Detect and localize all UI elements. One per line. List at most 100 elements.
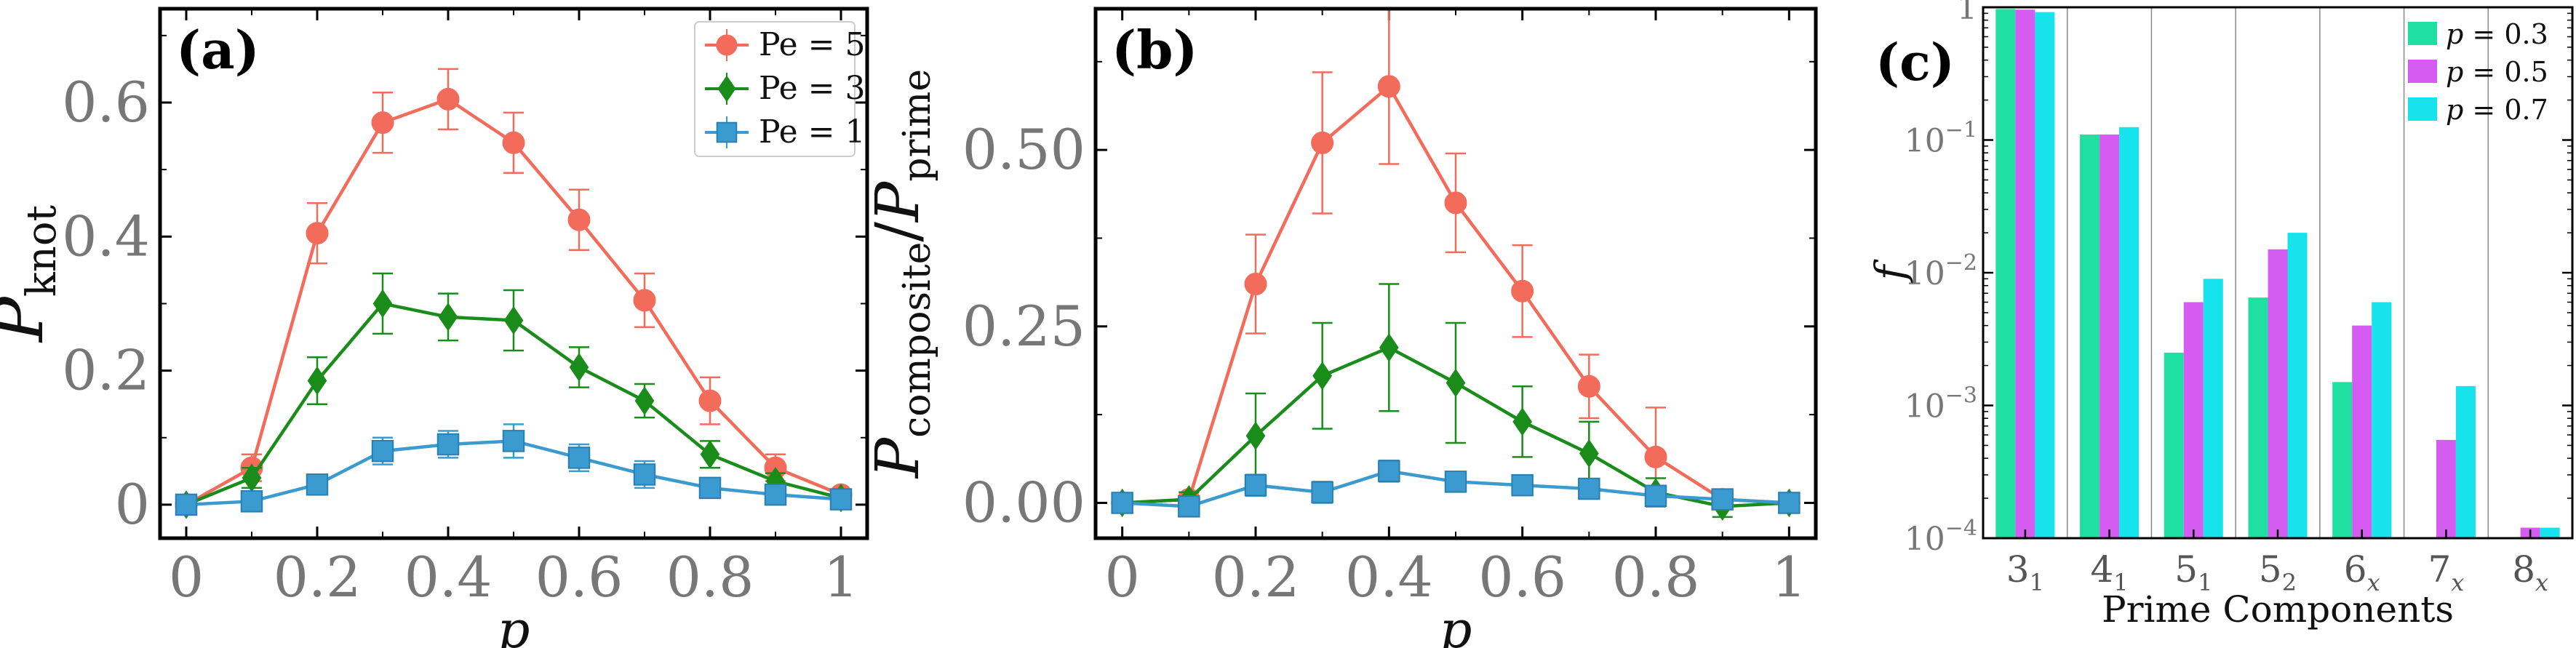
legend: Pe = 5 Pe = 3 Pe = 1: [694, 21, 866, 157]
x-tick-label: 41: [2090, 548, 2128, 596]
legend-label-val: = 0.7: [2463, 94, 2548, 126]
x-tick-label-main: 5: [2259, 548, 2282, 591]
y-tick-label: 0.4: [62, 204, 150, 268]
data-point: [306, 473, 329, 496]
x-tick-label-sub: x: [2451, 569, 2464, 596]
data-point: [1579, 439, 1599, 468]
y-tick-label-exp: −3: [1945, 383, 1977, 409]
x-tick-label-main: 7: [2428, 548, 2451, 591]
bar: [2080, 134, 2100, 539]
x-tick-label: 0.8: [1612, 545, 1700, 609]
ticks: 0 0.2 0.4 0.6 0.8 1 0 0.2 0.4 0.6: [62, 9, 867, 609]
bar: [2203, 279, 2223, 538]
x-tick-label: 0.8: [666, 545, 754, 609]
y-tick-label: 0.50: [962, 117, 1085, 182]
x-tick-label: 0.4: [1345, 545, 1433, 609]
legend-label-var: p: [2446, 18, 2463, 50]
y-tick-label: 1: [1957, 0, 1977, 27]
legend-marker: [716, 34, 738, 56]
y-tick-label: 0.25: [962, 294, 1085, 359]
legend-item: Pe = 1: [705, 113, 866, 151]
data-point: [1711, 488, 1734, 511]
legend-marker: [716, 121, 738, 143]
data-point: [1378, 460, 1400, 483]
legend-label: Pe = 3: [759, 70, 866, 107]
y-axis-title-sub1: composite: [896, 242, 939, 438]
legend-item: Pe = 5: [705, 26, 866, 63]
panel-label: (b): [1112, 19, 1197, 81]
y-tick-label-base: 10: [1905, 255, 1945, 292]
y-tick-label: 0.6: [62, 70, 150, 135]
legend-label: p = 0.5: [2446, 56, 2548, 88]
x-tick-label: 0: [169, 545, 204, 609]
x-tick-label: 52: [2259, 548, 2297, 596]
y-tick-label: 0: [115, 472, 150, 537]
data-point: [1578, 477, 1600, 500]
x-tick-label-sub: x: [2367, 569, 2380, 596]
y-tick-label-base: 10: [1905, 123, 1945, 160]
x-tick-label: 0.6: [535, 545, 623, 609]
legend-item: Pe = 3: [705, 70, 866, 107]
data-point: [1512, 407, 1533, 436]
y-tick-label: 10−2: [1905, 250, 1977, 292]
bar: [2540, 527, 2560, 538]
data-point: [1445, 368, 1466, 398]
x-tick-label-main: 4: [2090, 548, 2113, 591]
legend-label-var: p: [2446, 56, 2463, 88]
x-axis-title: p: [498, 600, 530, 648]
x-tick-label: 0.6: [1478, 545, 1566, 609]
data-point: [1644, 484, 1667, 508]
y-axis-title: Pcomposite/Pprime: [864, 69, 939, 479]
x-axis-title: p: [1440, 600, 1472, 648]
y-tick-label: 0.00: [962, 470, 1085, 535]
series-2: [1111, 459, 1801, 518]
data-point: [175, 493, 198, 516]
x-tick-label: 7x: [2428, 548, 2464, 596]
y-axis-title: Pknot: [0, 204, 65, 343]
y-tick-label: 10−1: [1905, 118, 1977, 160]
legend-label: Pe = 5: [759, 26, 866, 63]
data-point: [306, 222, 329, 245]
data-point: [633, 463, 656, 486]
legend-swatch: [2408, 60, 2437, 83]
data-point: [764, 483, 787, 506]
data-point: [1379, 333, 1399, 362]
x-tick-label: 1: [1771, 545, 1806, 609]
x-tick-label: 6x: [2344, 548, 2380, 596]
bar: [2352, 325, 2372, 538]
legend-label: Pe = 1: [759, 113, 866, 151]
legend-item: p = 0.3: [2408, 18, 2548, 50]
legend-swatch: [2408, 22, 2437, 45]
y-tick-label-base: 10: [1905, 521, 1945, 558]
x-axis-title: Prime Components: [2102, 588, 2454, 631]
axes-frame: [1982, 6, 2574, 540]
data-point: [436, 433, 460, 456]
x-tick-label: 0.2: [274, 545, 362, 609]
bar-series-1: [2015, 9, 2540, 539]
data-point: [436, 87, 460, 111]
y-tick-label-exp: −1: [1945, 118, 1977, 143]
data-point: [1444, 471, 1467, 493]
x-tick-label-main: 5: [2174, 548, 2198, 591]
data-point: [1312, 361, 1333, 391]
data-point: [1244, 473, 1267, 497]
bar-series-2: [2035, 12, 2560, 539]
y-axis-title-main2: P: [864, 180, 933, 223]
x-tick-label-sub: 1: [2198, 569, 2212, 596]
data-point: [1245, 421, 1266, 450]
x-tick-label: 31: [2006, 548, 2044, 596]
bar: [2332, 382, 2353, 538]
bar-series-0: [1995, 9, 2353, 539]
data-point: [698, 389, 722, 412]
legend-label-val: = 0.5: [2463, 56, 2548, 88]
legend-item: p = 0.7: [2408, 94, 2548, 126]
x-tick-label: 8x: [2512, 548, 2548, 596]
x-tick-label-main: 8: [2512, 548, 2535, 591]
data-point: [567, 208, 591, 231]
legend-label-val: = 0.3: [2463, 18, 2548, 50]
legend-swatch: [2408, 97, 2437, 121]
y-tick-label-base: 10: [1905, 388, 1945, 425]
